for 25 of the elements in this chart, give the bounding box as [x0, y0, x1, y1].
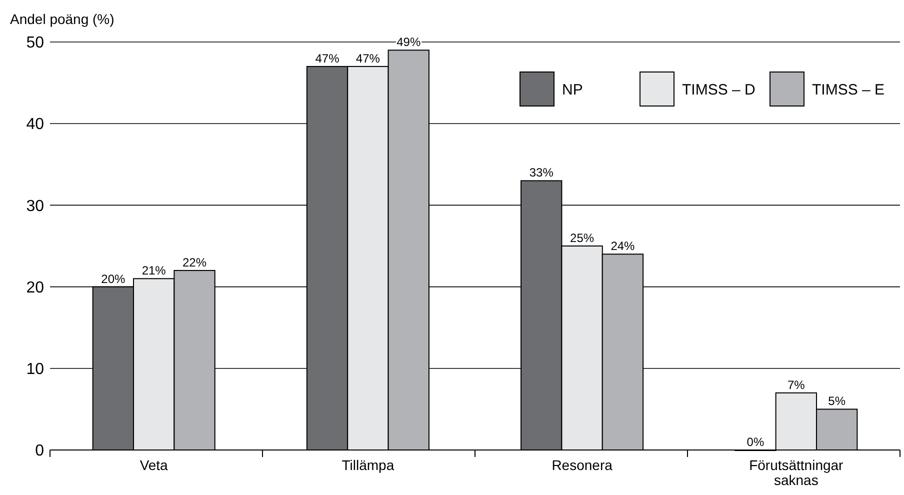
- y-axis-title: Andel poäng (%): [10, 11, 114, 27]
- data-label: 20%: [101, 272, 126, 286]
- x-tick-label: Tillämpa: [342, 457, 394, 473]
- x-tick-label: Veta: [140, 457, 168, 473]
- data-label: 25%: [570, 231, 594, 245]
- data-label: 7%: [787, 378, 806, 392]
- data-label: 0%: [746, 435, 764, 449]
- data-label: 47%: [315, 51, 340, 66]
- y-tick-label: 20: [26, 279, 44, 296]
- legend-label: TIMSS – E: [812, 81, 885, 98]
- y-tick-label: 10: [26, 361, 44, 378]
- legend-label: NP: [562, 81, 583, 98]
- data-label: 24%: [610, 239, 636, 254]
- data-label: 22%: [182, 255, 207, 270]
- data-label: 5%: [828, 394, 846, 408]
- y-tick-label: 0: [35, 442, 44, 460]
- data-label: 47%: [356, 51, 380, 66]
- y-tick-label: 40: [26, 116, 44, 134]
- data-label: 21%: [142, 264, 166, 278]
- y-tick-label: 50: [26, 34, 44, 52]
- x-tick-label: Resonera: [552, 457, 613, 473]
- data-label: 33%: [529, 166, 554, 180]
- legend-label: TIMSS – D: [682, 81, 756, 98]
- y-tick-label: 30: [26, 198, 44, 215]
- x-tick-label: Förutsättningar saknas: [749, 457, 844, 488]
